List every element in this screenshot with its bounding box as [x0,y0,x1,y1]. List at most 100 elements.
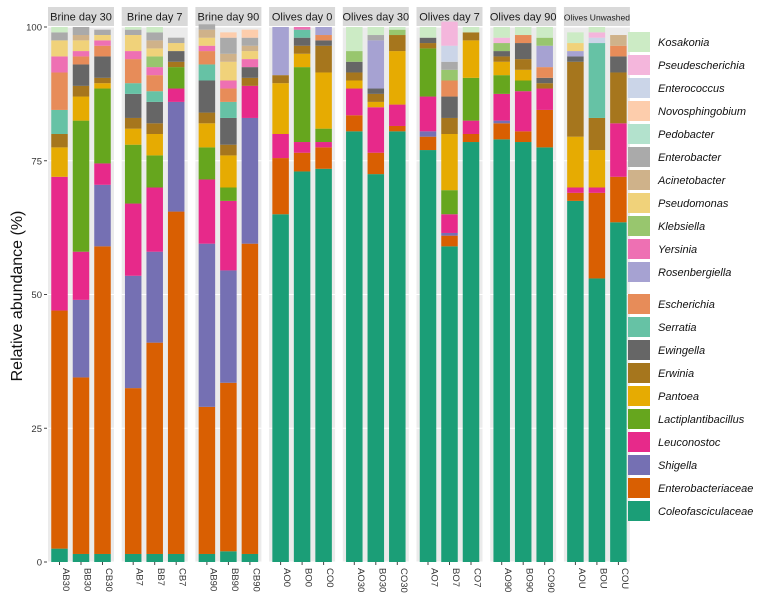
plot-area: Brine day 30 AB30 BB30 CB30 Brine day 7 AB7 BB… [48,7,630,593]
bar-segment-ewingella [94,56,111,78]
bar-segment-ewingella [124,93,142,118]
bar-segment-pantoea [588,150,606,188]
bar-segment-yersinia [51,56,68,73]
facet-strip-label: Brine day 7 [127,12,183,24]
bar-segment-coleofasciculaceae [610,222,627,562]
bar-segment-rosenbergiella [567,51,584,57]
facet-strip-label: Brine day 30 [50,12,112,24]
bar-segment-pantoea [293,53,311,68]
bar-segment-shigella [146,251,163,343]
legend-swatch [628,294,650,314]
bar-segment-pantoea [146,134,163,156]
bar-segment-ewingella [315,40,332,46]
bar-segment-coleofasciculaceae [346,131,363,562]
bar-segment-ewingella [241,67,259,78]
bar-segment-ewingella [72,64,90,86]
bar-segment-enterobacteriaceae [536,109,553,148]
bar-segment-klebsiella [441,69,458,81]
bar-segment-pseudescherichia [588,32,606,38]
legend-swatch [628,409,650,429]
bar-segment-coleofasciculaceae [146,553,163,562]
bar-segment-erwinia [146,123,163,134]
legend-swatch [628,78,650,98]
bar-segment-acinetobacter [241,45,259,52]
bar-segment-escherichia [220,88,237,102]
bar-segment-ewingella [419,37,437,44]
bar-segment-coleofasciculaceae [419,150,437,563]
bar-segment-acinetobacter [198,29,216,38]
legend-label: Escherichia [658,299,715,311]
bar-segment-leuconostoc [241,85,259,118]
x-tick-label: BO0 [303,568,314,587]
bar-segment-escherichia [610,45,627,57]
bar-segment-leuconostoc [220,200,237,271]
bar-segment-enterococcus [441,45,458,62]
y-axis: 0 25 50 75 100 [26,23,47,569]
bar-segment-erwinia [72,85,90,97]
bar-segment-shigella [72,299,90,378]
bar-segment-ewingella [167,51,185,62]
bar-segment-serratia [198,64,216,81]
y-tick-label: 0 [37,558,42,569]
bar-segment-ewingella [198,80,216,113]
bar-segment-enterobacter [51,32,68,41]
bar-segment-ewingella [441,96,458,118]
bar-segment-erwinia [567,61,584,137]
facet-strip [342,7,409,26]
bar-segment-erwinia [367,93,385,102]
bar-segment-kosakonia [367,27,385,36]
legend-label: Kosakonia [658,37,709,49]
bar-segment-yersinia [94,40,111,46]
bar-segment-erwinia [536,83,553,89]
bar-segment-coleofasciculaceae [94,553,111,562]
bar-segment-enterobacteriaceae [567,192,584,201]
bar-segment-leuconostoc [389,104,406,126]
bar-segment-leuconostoc [167,88,185,102]
bar-segment-ewingella [536,77,553,84]
bar-segment-leuconostoc [94,163,111,185]
bar-segment-coleofasciculaceae [367,174,385,562]
bar-segment-pantoea [51,147,68,177]
bar-segment-enterobacter [146,32,163,41]
bar-segment-leuconostoc [462,120,480,134]
legend-label: Leuconostoc [658,437,721,449]
bar-segment-lactiplantibacillus [462,77,480,121]
bar-segment-shigella [198,243,216,407]
facet-strip [490,7,557,26]
facet-panel: Brine day 30 AB30 BB30 CB30 [48,7,114,592]
legend-label: Ewingella [658,345,705,357]
bar-segment-klebsiella [493,43,510,52]
bar-segment-pseudomonas [124,35,142,52]
facet-strip [563,7,630,26]
y-tick-label: 75 [31,156,42,167]
bar-segment-pseudomonas [51,40,68,57]
bar-segment-enterobacter [72,27,90,36]
bar-segment-coleofasciculaceae [124,553,142,562]
bar-segment-shigella [124,275,142,389]
bar-segment-leuconostoc [514,91,532,132]
bar-segment-leuconostoc [51,176,68,311]
bar-segment-enterobacter [441,61,458,70]
facet-strip-label: Olives Unwashed [564,13,630,23]
bar-segment-escherichia [94,45,111,57]
bar-segment-pseudomonas [241,51,259,60]
bar-segment-lactiplantibacillus [94,88,111,164]
bar-segment-pseudomonas [167,43,185,52]
bar-segment-escherichia [536,67,553,78]
bar-segment-pantoea [441,134,458,191]
legend-label: Rosenbergiella [658,267,731,279]
legend-swatch [628,239,650,259]
bar-segment-pseudomonas [94,35,111,41]
bar-segment-shigella [419,131,437,137]
facet-strip [416,7,483,26]
bar-segment-leuconostoc [536,88,553,110]
legend-label: Yersinia [658,244,697,256]
bar-segment-enterobacter [124,29,142,36]
legend-swatch [628,32,650,52]
bar-segment-kosakonia [462,27,480,33]
legend-swatch [628,478,650,498]
facet-strip [195,7,262,26]
bar-segment-leuconostoc [610,123,627,177]
bar-segment-serratia [293,29,311,38]
